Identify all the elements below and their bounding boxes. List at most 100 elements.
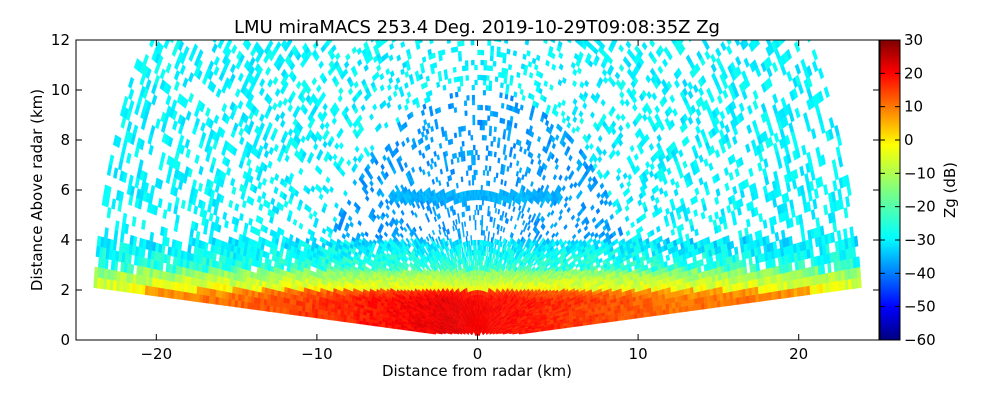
radar-bin (561, 99, 566, 107)
radar-bin (720, 299, 725, 308)
radar-bin (695, 125, 701, 135)
radar-bin (499, 117, 503, 124)
radar-bin (615, 113, 621, 122)
radar-bin (486, 180, 489, 186)
radar-bin (427, 48, 432, 56)
radar-bin (545, 230, 550, 237)
radar-bin (463, 100, 468, 107)
radar-bin (505, 88, 509, 95)
radar-bin (558, 214, 563, 221)
radar-bin (557, 79, 563, 87)
radar-bin (480, 49, 485, 56)
radar-bin (472, 255, 475, 261)
radar-bin (687, 81, 694, 91)
radar-bin (464, 60, 469, 66)
radar-bin (819, 122, 826, 135)
radar-bin (472, 189, 475, 196)
radar-bin (698, 177, 704, 186)
radar-bin (726, 204, 732, 214)
radar-bin (661, 298, 666, 305)
radar-bin (470, 134, 474, 141)
radar-bin (745, 143, 751, 154)
radar-bin (714, 211, 719, 220)
radar-bin (765, 40, 772, 47)
radar-bin (436, 81, 441, 88)
radar-bin (477, 119, 481, 126)
radar-bin (489, 216, 492, 222)
radar-bin (752, 89, 759, 101)
radar-bin (810, 169, 816, 181)
radar-bin (582, 102, 588, 110)
radar-bin (684, 299, 689, 307)
radar-bin (437, 50, 443, 57)
radar-bin (461, 222, 464, 228)
radar-bin (665, 254, 671, 262)
radar-bin (484, 165, 488, 171)
radar-bin (678, 300, 683, 308)
radar-bin (470, 40, 475, 46)
radar-bin (480, 204, 483, 211)
radar-bin (471, 59, 475, 66)
radar-bin (481, 225, 483, 231)
radar-bin (677, 295, 682, 302)
radar-bin (833, 168, 839, 181)
radar-bin (794, 63, 801, 75)
radar-bin (481, 134, 485, 141)
radar-bin (485, 105, 489, 111)
radar-bin (482, 119, 486, 126)
radar-bin (458, 55, 462, 62)
radar-bin (506, 104, 510, 111)
radar-bin (446, 40, 451, 44)
radar-bin (496, 46, 501, 53)
radar-bin (465, 236, 468, 242)
radar-bin (524, 222, 528, 229)
radar-bin (645, 160, 651, 169)
radar-bin (733, 246, 739, 256)
radar-bin (675, 301, 679, 308)
radar-bin (611, 317, 616, 322)
radar-bin (521, 94, 526, 102)
radar-bin (486, 251, 489, 257)
radar-bin (485, 85, 490, 91)
radar-bin (457, 217, 461, 224)
radar-bin (484, 120, 488, 126)
radar-bin (720, 41, 727, 52)
radar-bin (522, 219, 526, 226)
radar-bin (785, 182, 791, 193)
radar-bin (674, 180, 680, 190)
radar-bin (743, 266, 748, 275)
radar-bin (788, 262, 793, 272)
radar-bin (657, 65, 664, 75)
radar-bin (460, 40, 465, 47)
radar-bin (698, 154, 704, 164)
radar-bin (504, 93, 509, 100)
radar-bin (501, 72, 505, 79)
radar-bin (806, 151, 812, 163)
radar-bin (471, 154, 474, 161)
radar-bin (481, 215, 484, 221)
radar-bin (513, 223, 517, 230)
radar-bin (726, 44, 733, 56)
radar-bin (555, 134, 560, 141)
radar-bin (624, 98, 630, 107)
radar-bin (655, 300, 660, 307)
radar-bin (772, 93, 779, 105)
radar-bin (639, 303, 644, 310)
radar-bin (456, 76, 461, 83)
radar-bin (576, 66, 582, 75)
radar-bin (503, 180, 507, 187)
radar-bin (500, 225, 503, 232)
radar-bin (475, 204, 478, 211)
radar-bin (708, 162, 714, 172)
radar-bin (460, 156, 464, 162)
radar-bin (475, 194, 478, 201)
radar-bin (636, 308, 641, 315)
radar-bin (447, 212, 451, 219)
radar-bin (757, 161, 763, 172)
radar-bin (487, 231, 490, 237)
radar-bin (760, 102, 767, 114)
radar-bin (645, 302, 650, 308)
radar-bin (551, 142, 556, 150)
radar-bin (477, 49, 481, 56)
radar-bin (550, 223, 554, 230)
